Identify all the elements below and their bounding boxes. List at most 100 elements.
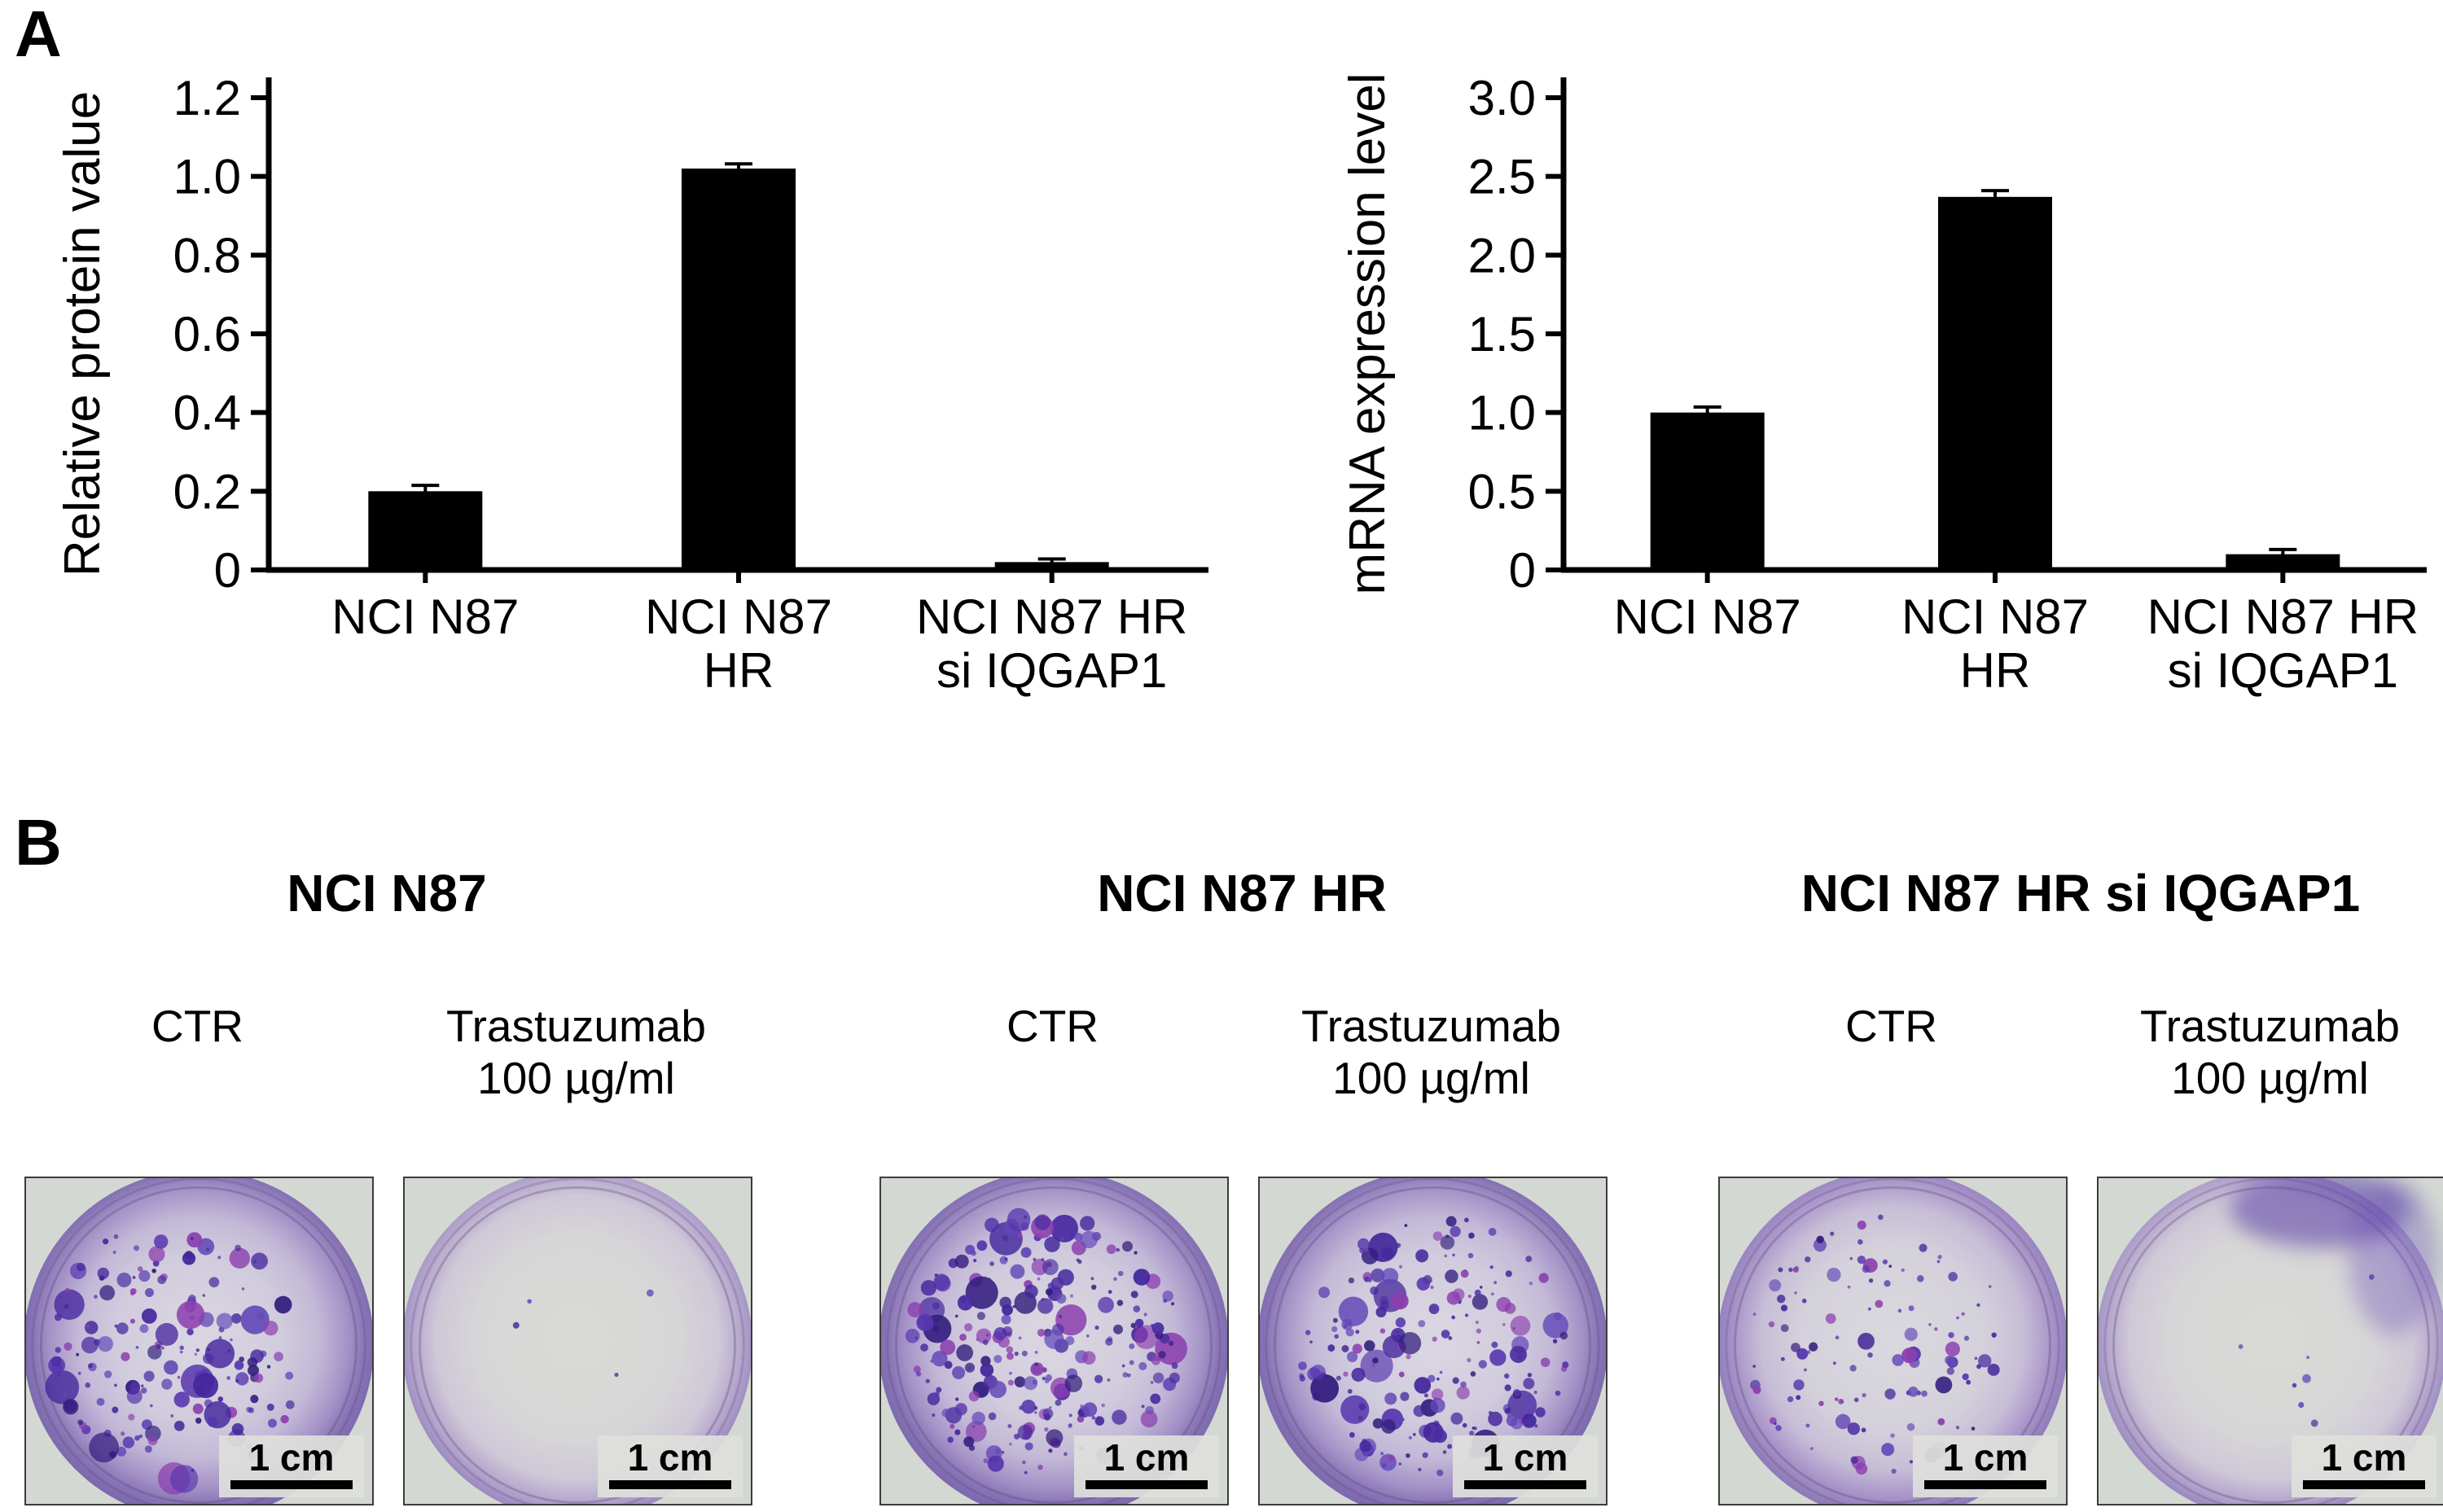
colony	[1504, 1408, 1511, 1414]
colony	[920, 1280, 936, 1296]
colony	[1371, 1268, 1385, 1282]
colony	[1423, 1393, 1428, 1398]
colony	[77, 1262, 86, 1272]
colony	[916, 1313, 934, 1331]
colony	[112, 1406, 119, 1413]
colony	[193, 1373, 219, 1399]
colony	[1002, 1235, 1009, 1242]
colony	[1044, 1236, 1060, 1252]
colony	[129, 1288, 137, 1295]
colony	[982, 1339, 989, 1345]
colony	[976, 1328, 992, 1344]
assay-group: NCI N87 HR si IQGAP1 CTR 1 cm Trastuzumab 10…	[1718, 863, 2443, 1512]
colony	[1475, 1321, 1479, 1325]
well-rim-ring	[1725, 1178, 2060, 1504]
colony	[1909, 1460, 1914, 1464]
colony	[1129, 1360, 1134, 1365]
colony	[1080, 1216, 1095, 1231]
condition-label-line: CTR	[1006, 1001, 1099, 1051]
colony	[1778, 1267, 1783, 1273]
colony	[103, 1238, 109, 1245]
colony	[1152, 1372, 1164, 1383]
y-tick-label: 2.5	[1468, 150, 1536, 204]
condition-label: Trastuzumab 100 µg/ml	[1258, 1000, 1604, 1104]
colony	[1474, 1289, 1481, 1296]
colony	[1401, 1418, 1405, 1422]
colony	[1065, 1335, 1075, 1345]
colony	[1357, 1238, 1370, 1251]
colony	[1850, 1456, 1858, 1464]
colony	[266, 1403, 274, 1411]
colony	[1150, 1381, 1154, 1384]
colony	[1126, 1373, 1131, 1378]
colony	[1512, 1388, 1521, 1397]
colony	[226, 1376, 231, 1380]
colony	[1774, 1422, 1777, 1426]
colony	[1835, 1413, 1851, 1430]
colony	[1862, 1393, 1866, 1398]
colony	[1381, 1419, 1396, 1434]
colony	[121, 1431, 125, 1436]
colony	[989, 1366, 993, 1370]
colony	[1442, 1450, 1447, 1454]
colony	[1452, 1377, 1459, 1384]
colony	[1394, 1409, 1399, 1413]
colony	[144, 1288, 154, 1298]
condition-label-line: 100 µg/ml	[477, 1053, 675, 1103]
mrna-expression-bar-chart: 0 0.5 1.0 1.5 2.0 2.5 3.0 mRNA expression level…	[1270, 33, 2443, 749]
colony	[1440, 1235, 1455, 1250]
colony	[965, 1276, 998, 1309]
colony	[1299, 1373, 1305, 1378]
colony	[1408, 1435, 1412, 1440]
condition-label-line: Trastuzumab	[1301, 1001, 1561, 1051]
colony	[1021, 1399, 1036, 1414]
colony	[1070, 1234, 1073, 1238]
y-tick-label: 3.0	[1468, 71, 1536, 125]
colony	[217, 1396, 224, 1402]
colony	[1061, 1238, 1064, 1241]
colony	[1963, 1335, 1970, 1341]
colony	[1345, 1328, 1354, 1337]
colony	[1363, 1339, 1375, 1352]
colony	[1504, 1384, 1511, 1391]
well-rim-ring	[1265, 1178, 1600, 1504]
colony	[1467, 1357, 1472, 1363]
colony	[1107, 1290, 1112, 1295]
colony	[1418, 1320, 1426, 1328]
colony	[1033, 1411, 1037, 1414]
colony	[184, 1300, 196, 1313]
colony	[1094, 1374, 1103, 1383]
colony	[1795, 1265, 1799, 1270]
colony	[1805, 1256, 1811, 1263]
colony	[934, 1273, 938, 1278]
colony	[1398, 1264, 1403, 1269]
colony	[1068, 1413, 1072, 1418]
colony	[1372, 1418, 1384, 1429]
bar	[1650, 412, 1765, 570]
colony	[263, 1321, 279, 1336]
colony	[1752, 1313, 1757, 1316]
colony	[231, 1422, 244, 1435]
colony	[1806, 1350, 1811, 1355]
scale-bar-label: 1 cm	[627, 1436, 713, 1479]
colony	[1555, 1390, 1561, 1396]
colony	[993, 1354, 1002, 1364]
y-axis-title: Relative protein value	[55, 91, 111, 576]
colony	[97, 1335, 113, 1352]
colony	[1948, 1332, 1954, 1339]
colony	[1533, 1390, 1537, 1395]
colony	[1441, 1330, 1450, 1339]
colony	[1358, 1403, 1366, 1411]
colony	[1034, 1214, 1050, 1230]
well-photo	[881, 1178, 1227, 1504]
colony	[1414, 1377, 1432, 1394]
colony	[954, 1254, 969, 1269]
colony	[1129, 1343, 1135, 1349]
bar	[368, 491, 483, 570]
colony	[64, 1304, 69, 1309]
colony	[1134, 1318, 1144, 1328]
colony	[1025, 1251, 1029, 1256]
colony	[1460, 1269, 1469, 1278]
colony	[1006, 1346, 1014, 1353]
colony	[1961, 1312, 1965, 1316]
